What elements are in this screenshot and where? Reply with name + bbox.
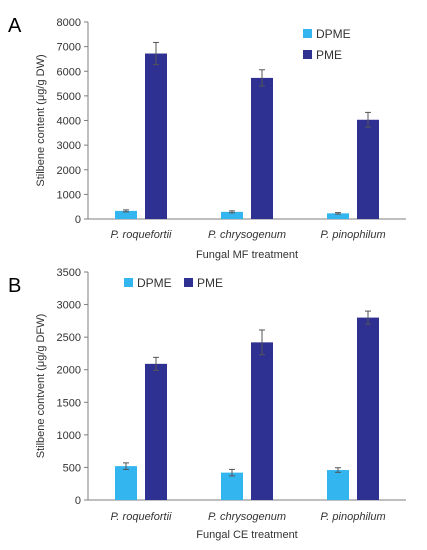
x-axis-title: Fungal MF treatment (196, 249, 298, 261)
bar-pme (251, 342, 273, 500)
bar-pme (357, 317, 379, 500)
category-label: P. roquefortii (111, 229, 173, 241)
bar-dpme (115, 210, 137, 219)
y-tick-label: 5000 (57, 91, 81, 103)
category-label: P. pinophilum (320, 511, 385, 523)
y-tick-label: 500 (63, 462, 81, 474)
y-tick-label: 2500 (57, 332, 81, 344)
y-axis-title: Stilbene contvent (μg/g DFW) (35, 314, 47, 459)
category-label: P. chrysogenum (208, 229, 286, 241)
bar-pme (251, 77, 273, 220)
legend-label-dpme: DPME (316, 27, 351, 41)
y-tick-label: 2000 (57, 165, 81, 177)
panel-a-chart: A 0 1000 2000 3000 4000 5000 6000 7000 8000 P. roq… (8, 15, 406, 261)
bar-dpme (115, 466, 137, 500)
bar-pme (357, 119, 379, 219)
legend-label-dpme: DPME (137, 276, 172, 290)
y-tick-label: 3000 (57, 300, 81, 312)
panel-letter-a: A (8, 15, 22, 37)
y-tick-label: 2000 (57, 365, 81, 377)
legend-swatch-pme (184, 278, 193, 287)
y-tick-label: 8000 (57, 17, 81, 29)
bar-pme (145, 53, 167, 219)
y-axis-title: Stilbene content (μg/g DW) (35, 54, 47, 186)
y-tick-label: 0 (75, 495, 81, 507)
legend-swatch-dpme (124, 278, 133, 287)
y-tick-label: 1000 (57, 430, 81, 442)
category-label: P. roquefortii (111, 511, 173, 523)
bar-dpme (327, 470, 349, 500)
y-tick-label: 0 (75, 214, 81, 226)
y-tick-label: 6000 (57, 66, 81, 78)
panel-b-chart: B 0 500 1000 1500 2000 2500 3000 3500 P. roquefor… (8, 267, 406, 541)
y-tick-label: 1000 (57, 189, 81, 201)
bar-dpme (327, 213, 349, 219)
legend-swatch-pme (303, 50, 312, 59)
legend-swatch-dpme (303, 29, 312, 38)
bar-dpme (221, 472, 243, 500)
panel-letter-b: B (8, 275, 21, 297)
y-tick-label: 1500 (57, 397, 81, 409)
y-tick-label: 3500 (57, 267, 81, 279)
category-label: P. pinophilum (320, 229, 385, 241)
legend-label-pme: PME (316, 48, 342, 62)
legend-label-pme: PME (197, 276, 223, 290)
bar-pme (145, 363, 167, 500)
y-tick-label: 3000 (57, 140, 81, 152)
y-tick-label: 7000 (57, 42, 81, 54)
y-tick-label: 4000 (57, 116, 81, 128)
category-label: P. chrysogenum (208, 511, 286, 523)
bar-dpme (221, 211, 243, 219)
x-axis-title: Fungal CE treatment (196, 529, 298, 541)
